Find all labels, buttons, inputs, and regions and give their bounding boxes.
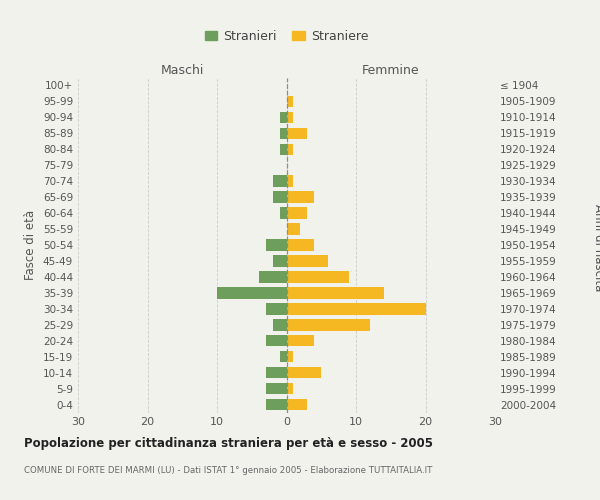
Bar (266, 367, 287, 378)
Bar (287, 96, 293, 107)
Bar (287, 367, 321, 378)
Bar (287, 287, 384, 298)
Bar (287, 112, 293, 123)
Bar (259, 271, 287, 282)
Bar (287, 319, 370, 330)
Bar (280, 144, 287, 155)
Bar (266, 383, 287, 394)
Bar (217, 287, 287, 298)
Bar (287, 271, 349, 282)
Legend: Stranieri, Straniere: Stranieri, Straniere (200, 25, 373, 48)
Bar (272, 192, 287, 203)
Bar (287, 399, 307, 410)
Bar (287, 176, 293, 187)
Bar (287, 224, 301, 235)
Bar (287, 351, 293, 362)
Bar (287, 128, 307, 139)
Bar (266, 240, 287, 250)
Text: Anni di nascita: Anni di nascita (592, 204, 600, 291)
Bar (287, 192, 314, 203)
Bar (280, 351, 287, 362)
Bar (287, 335, 314, 346)
Bar (287, 208, 307, 219)
Bar (287, 383, 293, 394)
Bar (280, 128, 287, 139)
Text: COMUNE DI FORTE DEI MARMI (LU) - Dati ISTAT 1° gennaio 2005 - Elaborazione TUTTA: COMUNE DI FORTE DEI MARMI (LU) - Dati IS… (24, 466, 433, 475)
Bar (287, 303, 425, 314)
Bar (266, 399, 287, 410)
Y-axis label: Fasce di età: Fasce di età (25, 210, 37, 280)
Text: Popolazione per cittadinanza straniera per età e sesso - 2005: Popolazione per cittadinanza straniera p… (24, 438, 433, 450)
Bar (280, 208, 287, 219)
Bar (266, 335, 287, 346)
Bar (272, 255, 287, 266)
Bar (280, 112, 287, 123)
Text: Femmine: Femmine (362, 64, 419, 78)
Bar (287, 144, 293, 155)
Text: Maschi: Maschi (161, 64, 204, 78)
Bar (287, 240, 314, 250)
Bar (272, 319, 287, 330)
Bar (272, 176, 287, 187)
Bar (287, 255, 328, 266)
Bar (266, 303, 287, 314)
